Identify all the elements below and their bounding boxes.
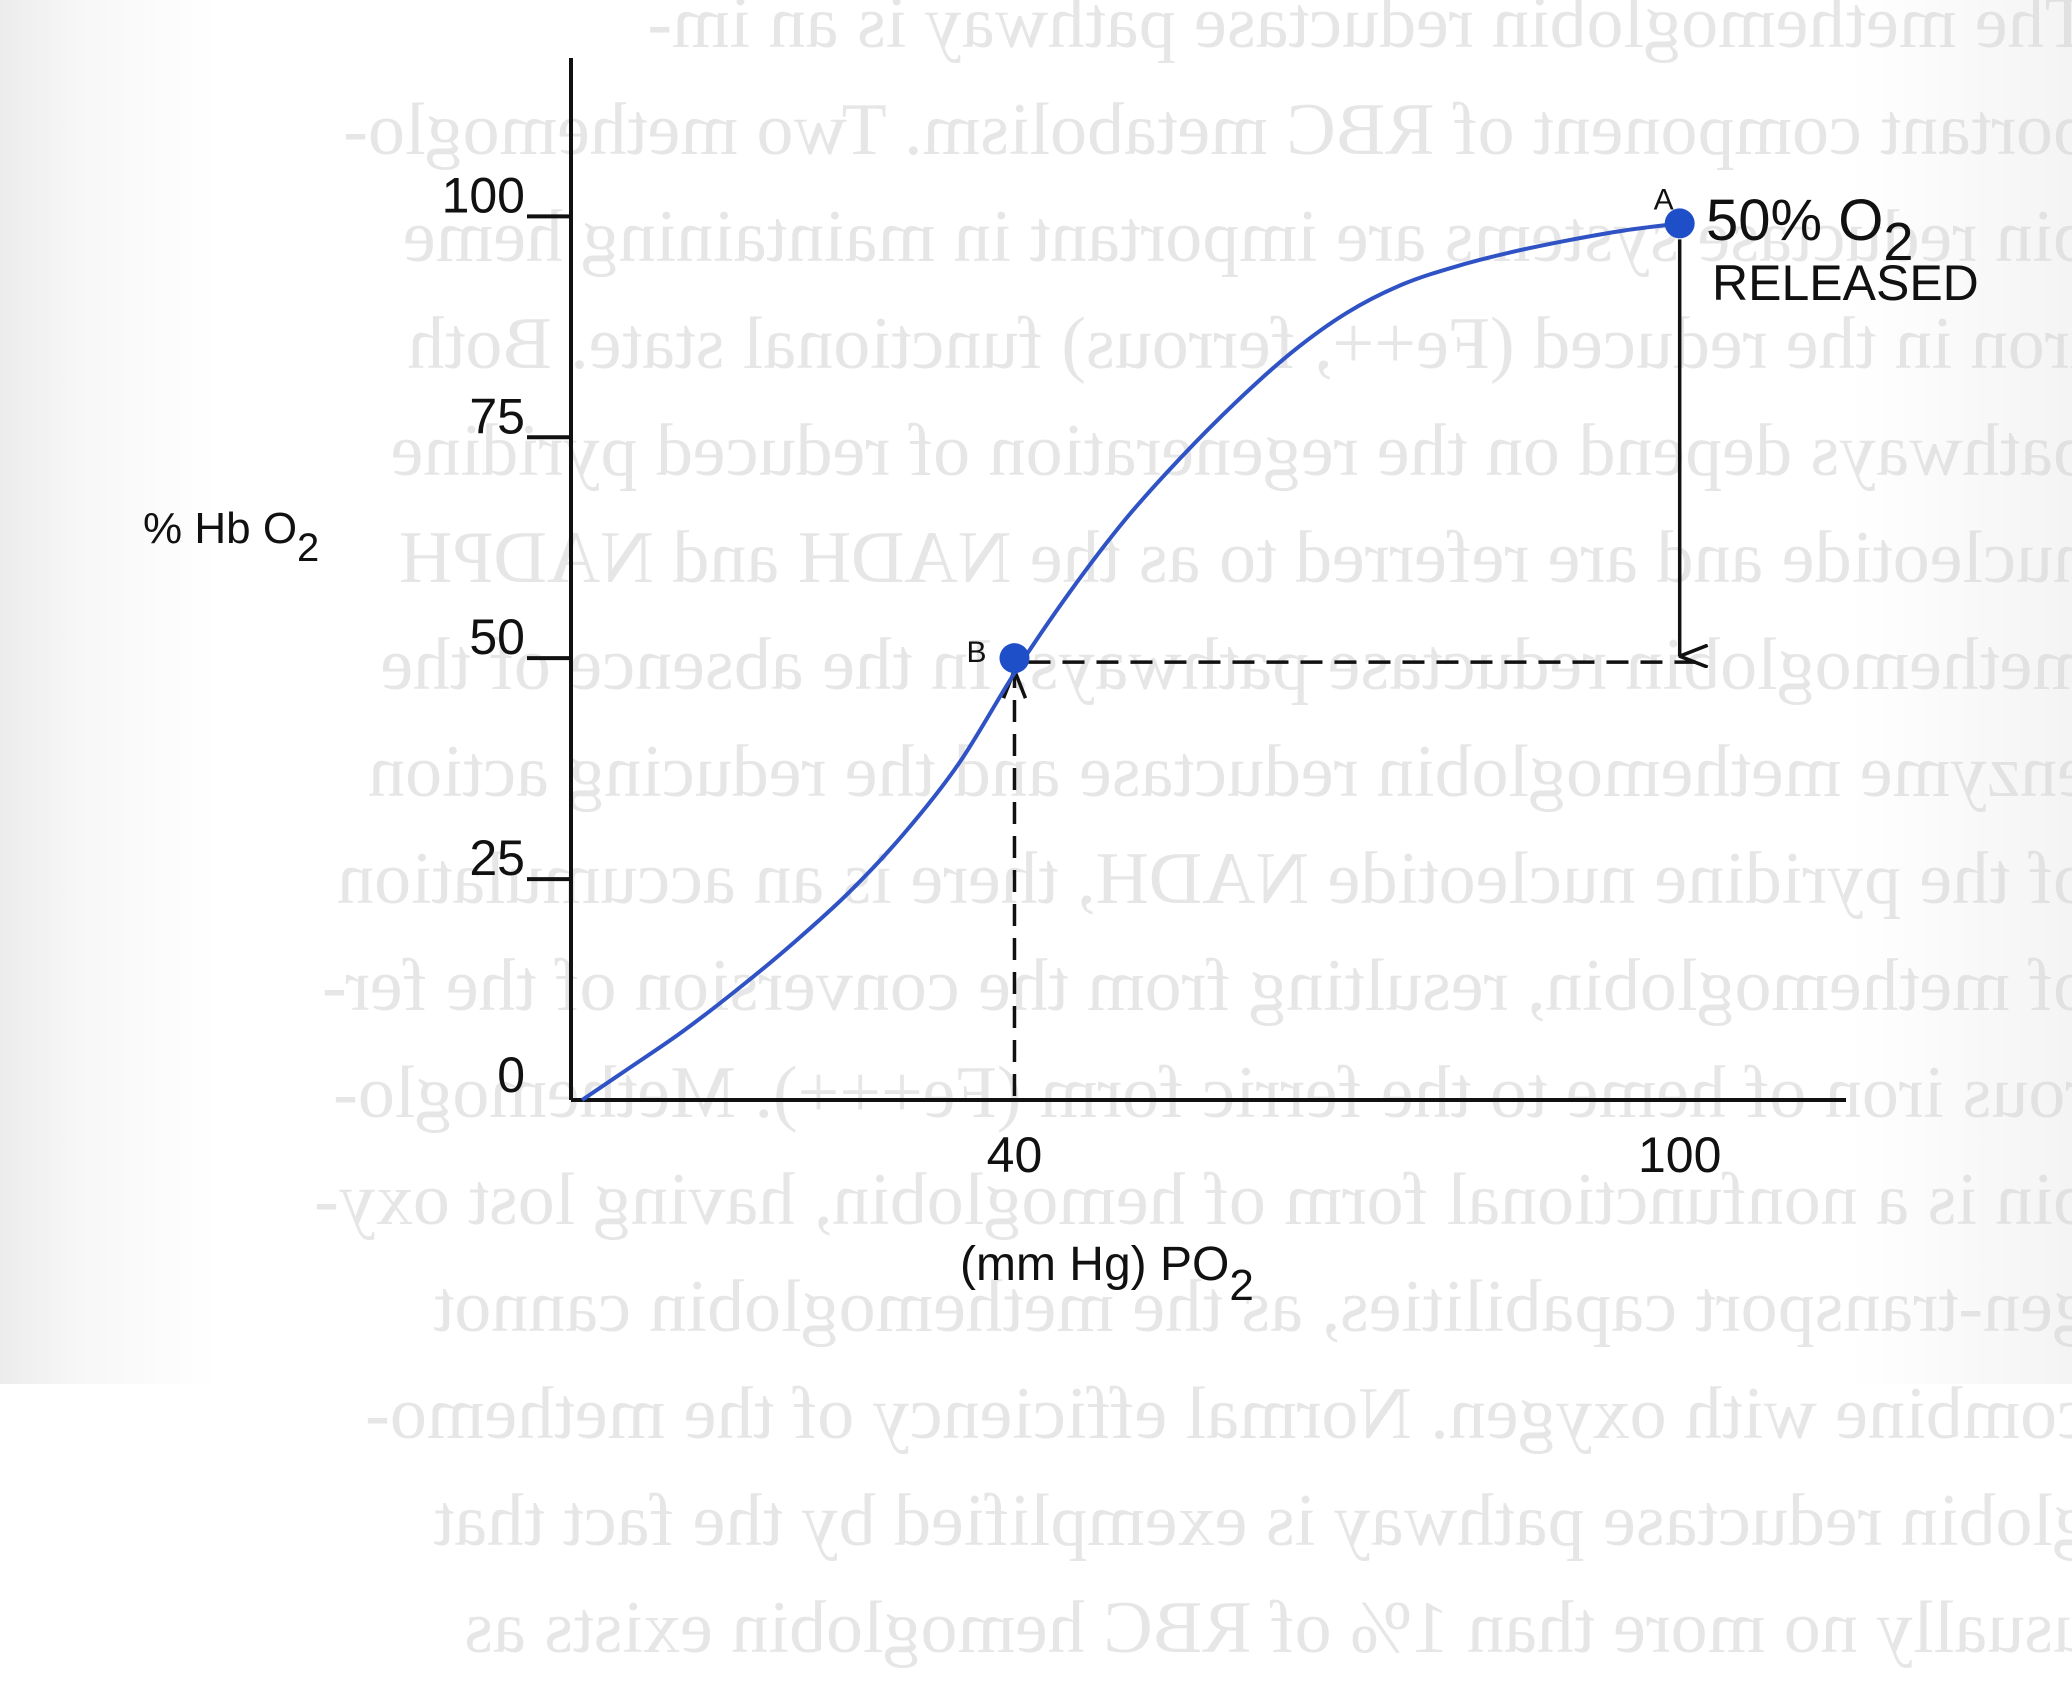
background-text-line: globin reductase pathway is exemplified … <box>433 1480 2072 1562</box>
annotation-released-line2: RELEASED <box>1712 255 1979 311</box>
point-b-label: B <box>966 636 986 669</box>
background-text-line: usually no more than 1% of RBC hemoglobi… <box>464 1587 2072 1669</box>
oxygen-dissociation-chart: 0 25 50 75 100 40 100 A B % Hb O2 (mm Hg) PO2 5… <box>143 58 1979 1310</box>
point-a-label: A <box>1654 183 1674 216</box>
y-tick-label: 0 <box>497 1047 525 1103</box>
y-tick-label: 75 <box>469 388 525 444</box>
y-axis-label: % Hb O2 <box>143 504 319 570</box>
point-b-marker <box>999 643 1030 674</box>
dissociation-curve <box>580 221 1680 1102</box>
x-tick-label: 100 <box>1638 1127 1721 1183</box>
y-tick-label: 50 <box>469 609 525 665</box>
y-tick-label: 25 <box>469 830 525 886</box>
x-tick-label: 40 <box>987 1127 1043 1183</box>
point-a-marker <box>1664 208 1695 239</box>
y-tick-label: 100 <box>442 167 525 223</box>
x-axis-label: (mm Hg) PO2 <box>960 1238 1254 1310</box>
annotation-released-line1: 50% O2 <box>1706 188 1913 272</box>
